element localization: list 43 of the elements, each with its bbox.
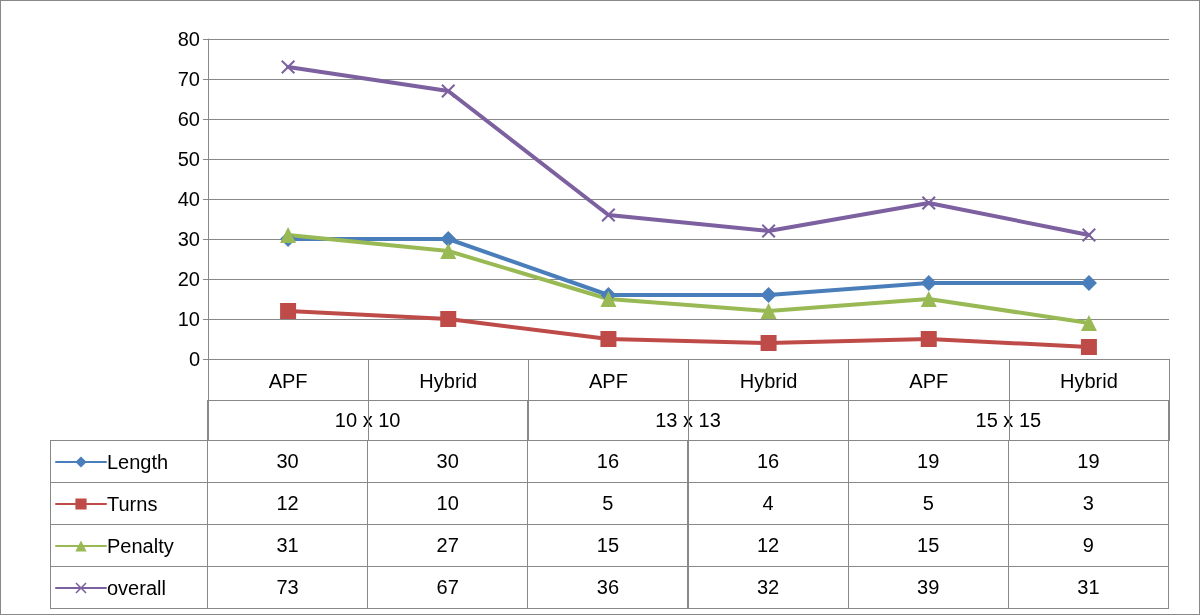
y-tick-label: 60 (177, 108, 200, 130)
y-tick-label: 40 (177, 188, 200, 210)
legend-label: Length (107, 451, 169, 473)
legend-label: Penalty (107, 535, 174, 557)
x-tick-label: APF (268, 370, 308, 392)
data-label: 12 (687, 524, 849, 567)
data-label: 19 (847, 440, 1009, 483)
y-tick-label: 0 (188, 348, 200, 370)
data-label: 36 (527, 566, 689, 609)
y-tick-label: 30 (177, 228, 200, 250)
data-label: 30 (207, 440, 369, 483)
data-label: 32 (687, 566, 849, 609)
data-label: 31 (207, 524, 369, 567)
data-label: 15 (527, 524, 689, 567)
x-tick-label: Hybrid (739, 370, 798, 392)
data-label: 5 (527, 482, 689, 525)
data-label: 16 (687, 440, 849, 483)
data-label: 27 (367, 524, 529, 567)
data-label: 19 (1007, 440, 1169, 483)
y-tick-label: 50 (177, 148, 200, 170)
x-tick-label: APF (909, 370, 949, 392)
y-tick-label: 80 (177, 28, 200, 50)
data-label: 31 (1007, 566, 1169, 609)
y-tick-label: 10 (177, 308, 200, 330)
data-label: 5 (847, 482, 1009, 525)
data-label: 12 (207, 482, 369, 525)
data-label: 30 (367, 440, 529, 483)
x-tick-label: Hybrid (1060, 370, 1118, 392)
data-label: 39 (847, 566, 1009, 609)
data-label: 10 (367, 482, 529, 525)
data-label: 73 (207, 566, 369, 609)
legend-label: Turns (107, 493, 158, 515)
data-label: 15 (847, 524, 1009, 567)
x-tick-label: Hybrid (419, 370, 478, 392)
data-label: 4 (687, 482, 849, 525)
legend-label: overall (107, 577, 166, 599)
data-label: 16 (527, 440, 689, 483)
data-label: 3 (1007, 482, 1169, 525)
data-label: 9 (1007, 524, 1169, 567)
y-tick-label: 20 (177, 268, 200, 290)
data-label: 67 (367, 566, 529, 609)
x-tick-label: APF (588, 370, 628, 392)
y-tick-label: 70 (177, 68, 200, 90)
